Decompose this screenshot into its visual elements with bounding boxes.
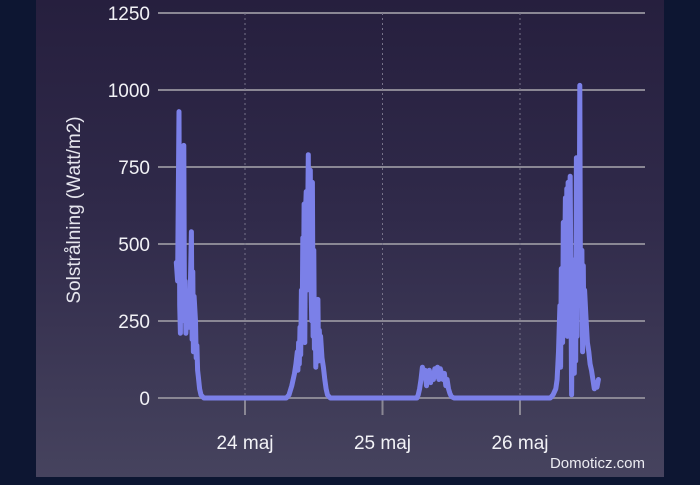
y-tick-label: 1000	[108, 81, 150, 102]
credit-text: Domoticz.com	[550, 455, 645, 472]
x-tick-label: 26 maj	[491, 433, 548, 454]
y-axis-label: Solstrålning (Watt/m2)	[64, 116, 85, 303]
x-tick-label: 24 maj	[216, 433, 273, 454]
radiation-series-line	[173, 82, 601, 401]
x-tick-label: 25 maj	[354, 433, 411, 454]
y-tick-label: 750	[118, 158, 150, 179]
y-tick-label: 1250	[108, 4, 150, 25]
y-tick-label: 0	[139, 389, 150, 410]
vertical-day-gridlines	[244, 13, 521, 398]
y-axis-ticks: 0 250 500 750 1000 1250	[108, 4, 150, 410]
x-axis-ticks: 24 maj 25 maj 26 maj	[216, 398, 549, 454]
y-tick-label: 500	[118, 235, 150, 256]
y-tick-label: 250	[118, 312, 150, 333]
